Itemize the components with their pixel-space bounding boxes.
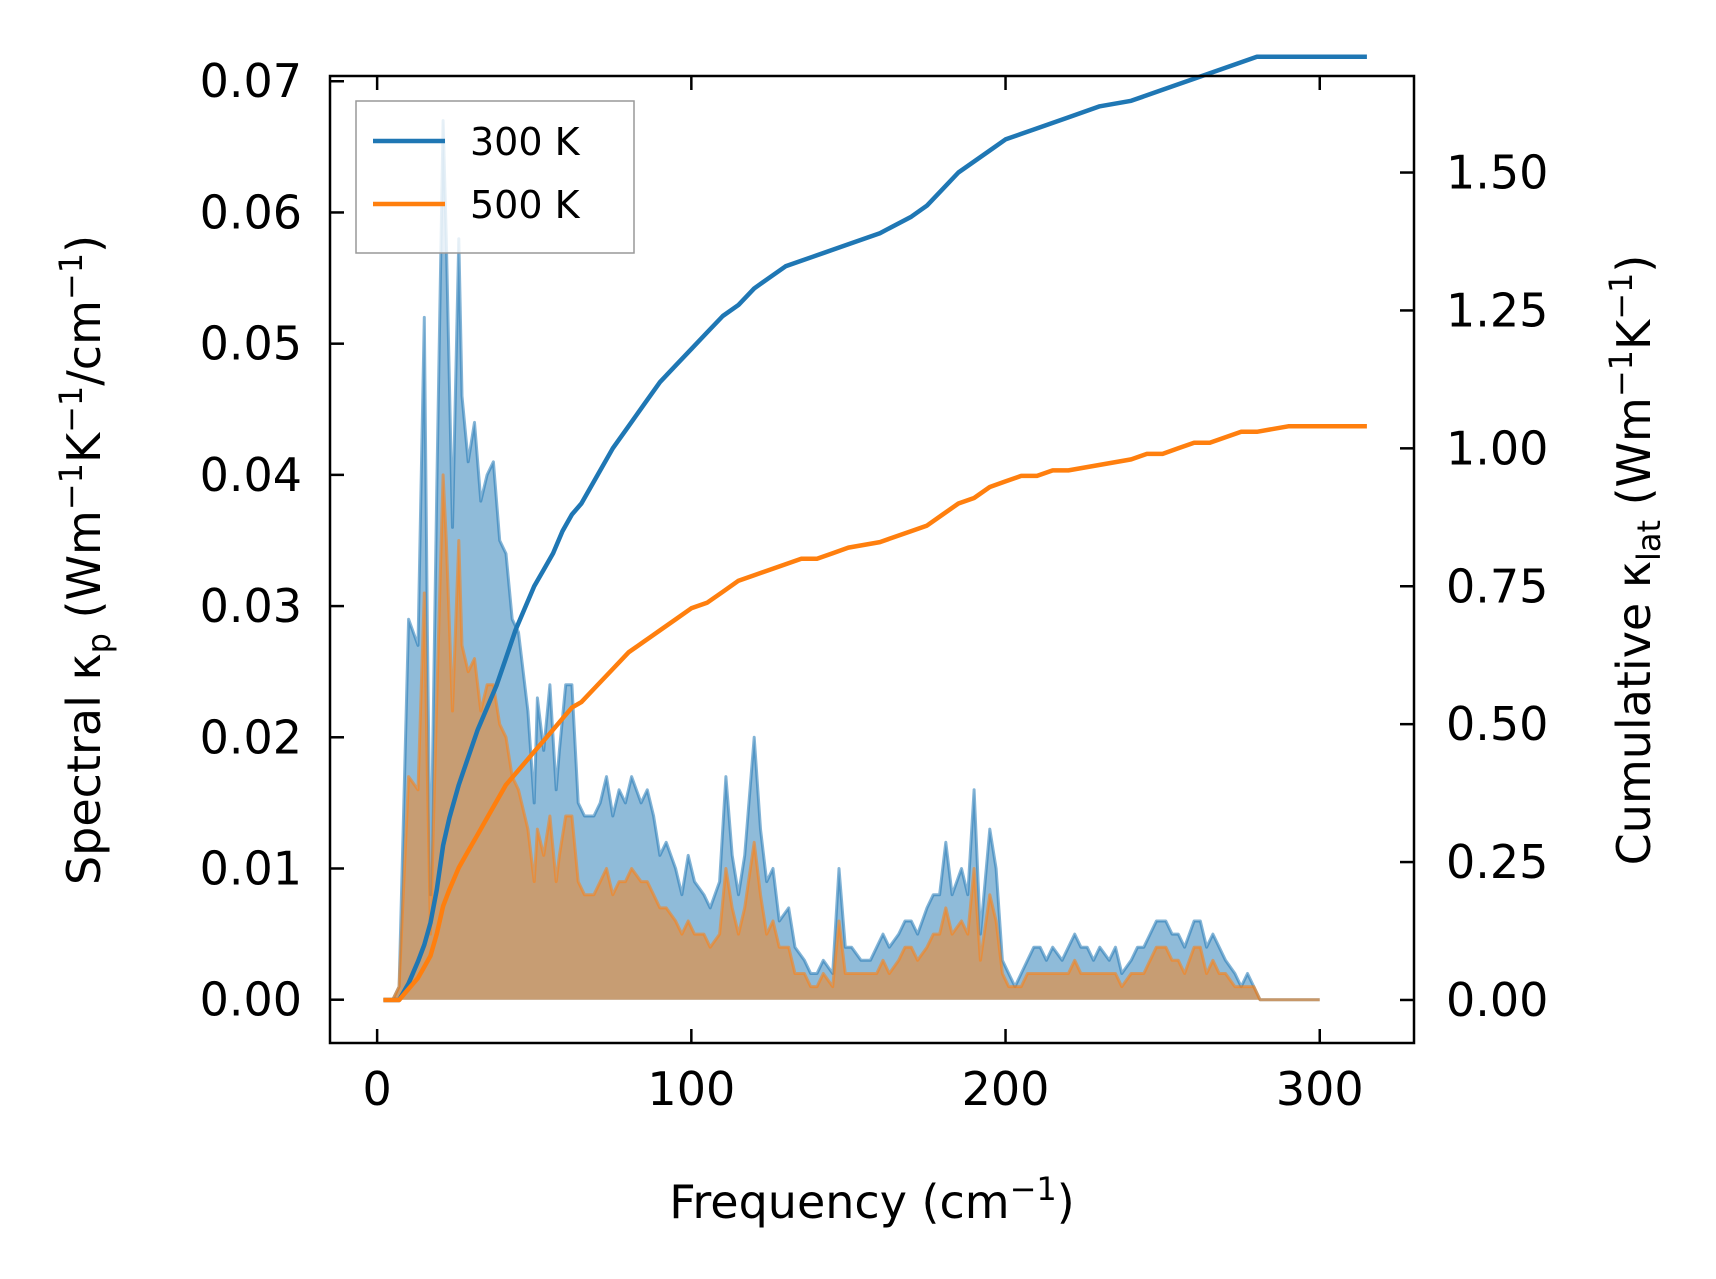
legend-label-500k: 500 K bbox=[470, 183, 581, 227]
y-tick-label-right: 1.25 bbox=[1446, 283, 1548, 337]
spectral-line-300k bbox=[383, 119, 1320, 1002]
plot-frame bbox=[328, 74, 1416, 1045]
x-tick-label: 300 bbox=[1276, 1062, 1364, 1116]
x-tick-label: 0 bbox=[362, 1062, 391, 1116]
y-tick-label-right: 0.75 bbox=[1446, 559, 1548, 613]
y-axis-title-right: Cumulative κlat (Wm−1K−1) bbox=[1602, 255, 1668, 866]
y-axis-title-left: Spectral κp (Wm−1K−1/cm−1) bbox=[52, 235, 118, 885]
y-tick-label-right: 0.50 bbox=[1446, 697, 1548, 751]
legend-box bbox=[355, 100, 635, 254]
x-tick-label: 200 bbox=[962, 1062, 1050, 1116]
y-tick-label-left: 0.02 bbox=[200, 710, 302, 764]
axis-ticks: 0 100 200 300 0.00 0.01 0.02 0.03 0.04 0.05 0.06 0.… bbox=[200, 54, 1549, 1116]
y-tick-label-left: 0.00 bbox=[200, 973, 302, 1027]
y-tick-label-left: 0.06 bbox=[200, 185, 302, 239]
y-tick-label-left: 0.01 bbox=[200, 841, 302, 895]
series-lines bbox=[383, 54, 1367, 1003]
y-tick-label-right: 1.00 bbox=[1446, 421, 1548, 475]
spectral-line-500k bbox=[383, 473, 1320, 1002]
y-tick-label-left: 0.07 bbox=[200, 54, 302, 108]
y-tick-label-left: 0.05 bbox=[200, 317, 302, 371]
legend-label-300k: 300 K bbox=[470, 120, 581, 164]
y-tick-label-right: 0.25 bbox=[1446, 835, 1548, 889]
cumulative-line-300k bbox=[383, 54, 1367, 1003]
y-tick-label-right: 1.50 bbox=[1446, 146, 1548, 200]
cumulative-line-500k bbox=[383, 424, 1367, 1003]
y-tick-label-right: 0.00 bbox=[1446, 973, 1548, 1027]
y-tick-label-left: 0.04 bbox=[200, 448, 302, 502]
spectral-fill-areas bbox=[383, 119, 1320, 1002]
y-tick-label-left: 0.03 bbox=[200, 579, 302, 633]
x-axis-title: Frequency (cm−1) bbox=[669, 1170, 1074, 1229]
legend: 300 K 500 K bbox=[355, 100, 635, 254]
spectral-area-500k bbox=[383, 474, 1320, 1000]
x-tick-label: 100 bbox=[647, 1062, 735, 1116]
